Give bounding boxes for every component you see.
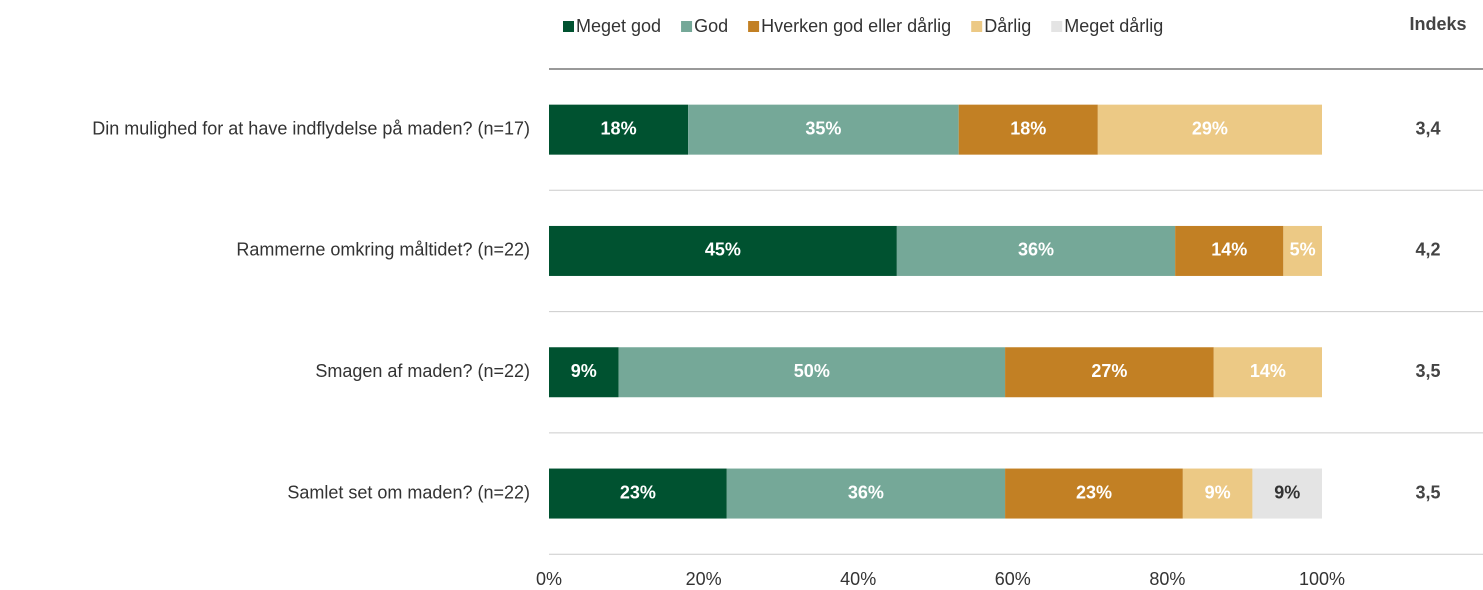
legend-swatch [681,21,693,32]
bar-segment [1005,468,1183,519]
category-label: Samlet set om maden? (n=22) [287,482,530,502]
x-tick-label: 60% [995,569,1031,589]
legend-swatch [563,21,574,32]
category-label: Rammerne omkring måltidet? (n=22) [236,240,530,260]
legend-label: Hverken god eller dårlig [761,16,951,36]
bar-segment [549,104,689,155]
index-value: 4,2 [1415,240,1440,260]
x-tick-label: 100% [1299,569,1345,589]
data-label: 27% [1091,361,1127,381]
data-label: 9% [571,361,597,381]
legend-label: Meget god [576,16,661,36]
data-label: 36% [848,482,884,502]
bar-segment [549,468,727,519]
legend-swatch [748,21,760,32]
bar-segment [1175,225,1284,276]
data-label: 14% [1211,240,1247,260]
bar-segment [1252,468,1322,519]
category-label: Din mulighed for at have indflydelse på … [92,118,530,138]
data-label: 9% [1205,482,1231,502]
data-label: 5% [1290,240,1316,260]
data-label: 9% [1274,482,1300,502]
index-value: 3,4 [1415,118,1440,138]
legend-label: Meget dårlig [1064,16,1163,36]
data-label: 36% [1018,240,1054,260]
data-label: 23% [1076,482,1112,502]
x-tick-label: 80% [1149,569,1185,589]
legend-swatch [1051,21,1063,32]
data-label: 50% [794,361,830,381]
bar-segment [549,347,619,398]
x-tick-label: 20% [686,569,722,589]
bar-segment [1213,347,1322,398]
bar-segment [726,468,1006,519]
bar-segment [618,347,1006,398]
legend-swatch [971,21,983,32]
bar-segment [549,225,897,276]
bar-segment [688,104,959,155]
x-tick-label: 0% [536,569,562,589]
index-title: Indeks [1409,14,1466,34]
index-value: 3,5 [1415,482,1440,502]
bar-segment [1283,225,1322,276]
index-value: 3,5 [1415,361,1440,381]
data-label: 14% [1250,361,1286,381]
bar-segment [958,104,1098,155]
bar-segment [1097,104,1322,155]
category-label: Smagen af maden? (n=22) [315,361,530,381]
x-tick-label: 40% [840,569,876,589]
legend-label: Dårlig [984,16,1031,36]
legend-label: God [694,16,728,36]
data-label: 18% [601,118,637,138]
data-label: 29% [1192,118,1228,138]
bar-segment [1182,468,1253,519]
bar-segment [1005,347,1214,398]
data-label: 23% [620,482,656,502]
data-label: 18% [1010,118,1046,138]
data-label: 35% [805,118,841,138]
data-label: 45% [705,240,741,260]
bar-segment [896,225,1176,276]
